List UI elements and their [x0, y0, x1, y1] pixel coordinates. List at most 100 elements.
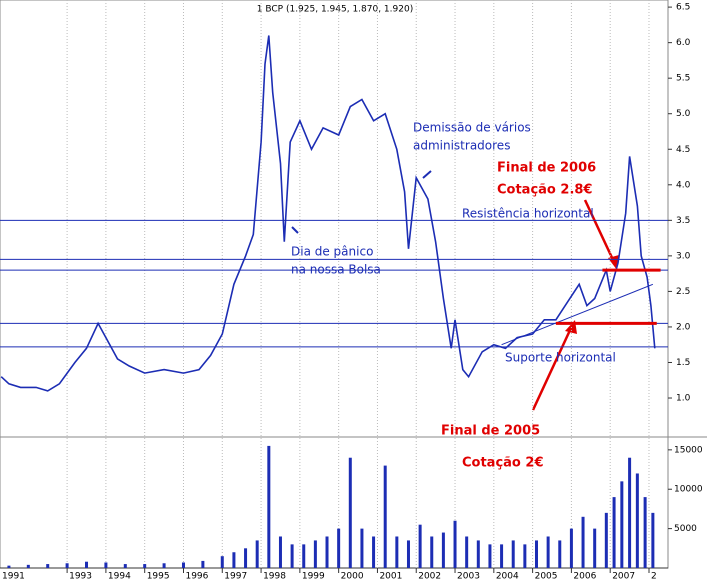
volume-bar	[267, 445, 271, 568]
volume-bar	[232, 552, 236, 568]
y-tick-label: 3.0	[676, 251, 691, 261]
x-tick-label: 1994	[108, 572, 131, 582]
volume-bar	[325, 536, 329, 568]
y-tick-label: 1.0	[676, 394, 691, 404]
x-tick-label: 2005	[535, 572, 558, 582]
volume-bar	[558, 540, 562, 568]
volume-bar	[123, 564, 127, 568]
grid	[66, 0, 650, 573]
x-tick-label: 1995	[147, 572, 170, 582]
annotation: Dia de pânico	[291, 245, 373, 259]
x-tick-label: 2003	[457, 572, 480, 582]
volume-bar	[511, 540, 515, 568]
volume-bar	[65, 563, 69, 568]
volume-bar	[244, 548, 248, 568]
x-tick-label: 2007	[612, 572, 635, 582]
arrow	[291, 226, 299, 234]
volume-bar	[255, 540, 259, 568]
x-tick-label: 2006	[573, 572, 596, 582]
volume-bar	[181, 562, 185, 568]
y-tick-label: 6.5	[676, 3, 690, 13]
volume-bar	[278, 536, 282, 568]
arrow	[422, 170, 432, 179]
y-tick-label: 3.5	[676, 216, 690, 226]
volume-bar	[569, 528, 573, 568]
arrow-head	[608, 255, 619, 270]
volume-bar	[628, 457, 632, 568]
volume-bar	[500, 544, 504, 568]
x-tick-label: 2002	[418, 572, 441, 582]
volume-bar	[46, 564, 50, 568]
plot-frame	[0, 0, 669, 569]
volume-bar	[604, 512, 608, 568]
volume-bar	[612, 497, 616, 568]
x-tick-label: 2	[651, 572, 657, 582]
volume-bar	[643, 497, 647, 568]
volume-bar	[201, 560, 205, 568]
x-tick-label: 2004	[496, 572, 519, 582]
x-tick-label: 1997	[224, 572, 247, 582]
y-tick-label: 15000	[674, 445, 703, 455]
volume-bar	[104, 562, 108, 568]
annotation: Cotação 2€	[462, 456, 544, 471]
volume-bar	[162, 563, 166, 568]
annotation: Final de 2005	[441, 424, 540, 439]
arrow	[583, 199, 616, 263]
y-tick-label: 1.5	[676, 358, 690, 368]
y-tick-label: 5000	[674, 524, 697, 534]
y-tick-label: 5.5	[676, 74, 690, 84]
volume-bar	[302, 544, 306, 568]
annotation: administradores	[413, 139, 510, 153]
x-tick-label: 1998	[263, 572, 286, 582]
volume-bar	[593, 528, 597, 568]
price-line	[0, 35, 656, 392]
y-tick-label: 2.0	[676, 322, 691, 332]
x-tick-label: 1993	[69, 572, 92, 582]
volume-bar	[7, 565, 11, 568]
y-tick-label: 10000	[674, 485, 703, 495]
x-tick-label: 1999	[302, 572, 325, 582]
y-tick-label: 5.0	[676, 109, 691, 119]
volume-bar	[476, 540, 480, 568]
volume-bar	[546, 536, 550, 568]
annotation: Final de 2006	[497, 161, 596, 176]
volume-bar	[220, 556, 224, 568]
volume-bar	[290, 544, 294, 568]
volume-bar	[360, 528, 364, 568]
annotation: Resistência horizontal	[462, 207, 594, 221]
x-tick-label: 2000	[341, 572, 364, 582]
annotation: Cotação 2.8€	[497, 183, 592, 198]
volume-bar	[430, 536, 434, 568]
y-tick-label: 4.5	[676, 145, 690, 155]
volume-bar	[395, 536, 399, 568]
x-tick-label: 1996	[185, 572, 208, 582]
volume-bar	[523, 544, 527, 568]
volume-bar	[620, 481, 624, 568]
volume-bar	[418, 524, 422, 568]
y-tick-label: 4.0	[676, 180, 691, 190]
x-tick-label: 2001	[379, 572, 402, 582]
volume-bar	[406, 540, 410, 568]
volume-bar	[85, 561, 89, 568]
volume-bar	[26, 564, 30, 568]
volume-bar	[383, 465, 387, 568]
volume-bar	[372, 536, 376, 568]
annotation: na nossa Bolsa	[291, 263, 381, 277]
volume-bar	[441, 532, 445, 568]
annotation: Suporte horizontal	[505, 351, 616, 365]
volume-bar	[465, 536, 469, 568]
volume-bar	[488, 544, 492, 568]
volume-bar	[534, 540, 538, 568]
chart-title: 1 BCP (1.925, 1.945, 1.870, 1.920)	[257, 5, 413, 15]
volume-bar	[581, 516, 585, 568]
y-tick-label: 2.5	[676, 287, 690, 297]
volume-bar	[651, 512, 655, 568]
volume-bar	[348, 457, 352, 568]
arrow	[531, 327, 573, 411]
x-tick-label: 1991	[2, 572, 25, 582]
y-tick-label: 6.0	[676, 38, 691, 48]
volume-bar	[453, 520, 457, 568]
volume-bar	[313, 540, 317, 568]
volume-bar	[143, 564, 147, 568]
